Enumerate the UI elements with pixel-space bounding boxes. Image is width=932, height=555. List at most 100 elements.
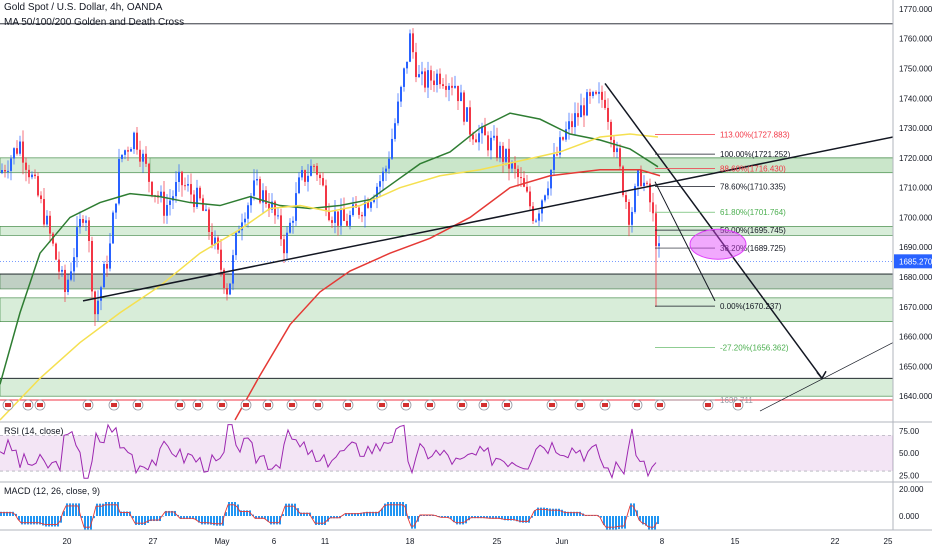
macd-tick: 20.000	[899, 485, 924, 494]
candle-body	[460, 92, 462, 101]
candle-body	[601, 92, 603, 100]
candle-body	[145, 154, 147, 164]
candle-body	[193, 195, 195, 207]
candle-body	[205, 209, 207, 210]
rsi-title: RSI (14, close)	[4, 426, 64, 436]
indicator-label: MA 50/100/200 Golden and Death Cross	[4, 17, 184, 28]
macd-bar	[144, 516, 146, 525]
grey-zone	[0, 274, 893, 289]
x-tick-label: 20	[63, 537, 72, 546]
candle-body	[547, 188, 549, 195]
rsi-tick: 50.00	[899, 449, 920, 458]
event-flag	[602, 403, 608, 407]
candle-body	[610, 122, 612, 140]
fib-level-label: 78.60%(1710.335)	[720, 183, 786, 192]
candle-body	[292, 221, 294, 223]
candle-body	[484, 126, 486, 135]
candle-body	[454, 86, 456, 88]
candle-body	[130, 149, 132, 152]
candle-body	[31, 175, 33, 178]
macd-bar	[234, 502, 236, 516]
y-tick-label: 1710.000	[899, 184, 932, 193]
candle-body	[139, 150, 141, 162]
x-tick-label: 18	[406, 537, 415, 546]
rsi-tick: 75.00	[899, 427, 920, 436]
candle-body	[385, 169, 387, 172]
macd-bar	[72, 503, 74, 516]
candle-body	[97, 301, 99, 314]
fib-level-label: 88.60%(1716.430)	[720, 165, 786, 174]
candle-body	[346, 221, 348, 226]
candle-body	[565, 129, 567, 139]
macd-bar	[630, 503, 632, 516]
candle-body	[310, 166, 312, 176]
fib-level-label: -27.20%(1656.362)	[720, 343, 789, 352]
candle-body	[163, 192, 165, 216]
candle-body	[556, 154, 558, 155]
macd-bar	[66, 503, 68, 516]
fib-level-label: 113.00%(1727.883)	[720, 130, 790, 139]
candle-body	[208, 209, 210, 232]
candle-body	[586, 92, 588, 115]
candle-body	[277, 215, 279, 216]
event-flag	[345, 403, 351, 407]
candle-body	[112, 213, 114, 244]
y-tick-label: 1730.000	[899, 124, 932, 133]
candle-body	[463, 92, 465, 121]
candle-body	[451, 86, 453, 88]
candle-body	[67, 280, 69, 292]
candle-body	[28, 170, 30, 177]
candle-body	[457, 86, 459, 101]
candle-body	[517, 169, 519, 177]
candle-body	[583, 105, 585, 115]
candle-body	[493, 136, 495, 138]
macd-bar	[87, 516, 89, 530]
candle-body	[136, 133, 138, 150]
event-flag	[265, 403, 271, 407]
candle-body	[643, 183, 645, 186]
candle-body	[505, 149, 507, 162]
candle-body	[439, 74, 441, 85]
macd-title: MACD (12, 26, close, 9)	[4, 486, 100, 496]
macd-bar	[606, 516, 608, 530]
fib-level-label: 0.00%(1670.237)	[720, 302, 782, 311]
candle-body	[550, 170, 552, 188]
candle-body	[445, 86, 447, 90]
candle-body	[283, 239, 285, 253]
candle-body	[397, 102, 399, 124]
candle-body	[337, 211, 339, 225]
macd-bar	[219, 516, 221, 526]
candle-body	[316, 166, 318, 175]
y-tick-label: 1700.000	[899, 213, 932, 222]
candle-body	[382, 172, 384, 182]
candle-body	[526, 187, 528, 192]
macd-bar	[324, 516, 326, 525]
candle-body	[10, 159, 12, 171]
macd-bar	[651, 516, 653, 530]
candle-body	[616, 148, 618, 152]
candle-body	[475, 139, 477, 142]
y-tick-label: 1760.000	[899, 35, 932, 44]
macd-bar	[285, 504, 287, 516]
candle-body	[55, 244, 57, 260]
x-tick-label: 25	[493, 537, 502, 546]
macd-bar	[387, 502, 389, 516]
candle-body	[94, 291, 96, 314]
x-tick-label: 15	[731, 537, 740, 546]
candle-body	[379, 181, 381, 187]
candle-body	[532, 206, 534, 221]
candle-body	[46, 216, 48, 225]
y-tick-label: 1740.000	[899, 94, 932, 103]
macd-bar	[402, 502, 404, 516]
macd-bar	[99, 504, 101, 516]
candle-body	[331, 220, 333, 223]
candle-body	[568, 121, 570, 129]
candle-body	[184, 185, 186, 186]
candle-body	[619, 148, 621, 166]
macd-bar	[96, 504, 98, 516]
event-flag	[25, 403, 31, 407]
candle-body	[640, 170, 642, 186]
candle-body	[658, 243, 660, 246]
